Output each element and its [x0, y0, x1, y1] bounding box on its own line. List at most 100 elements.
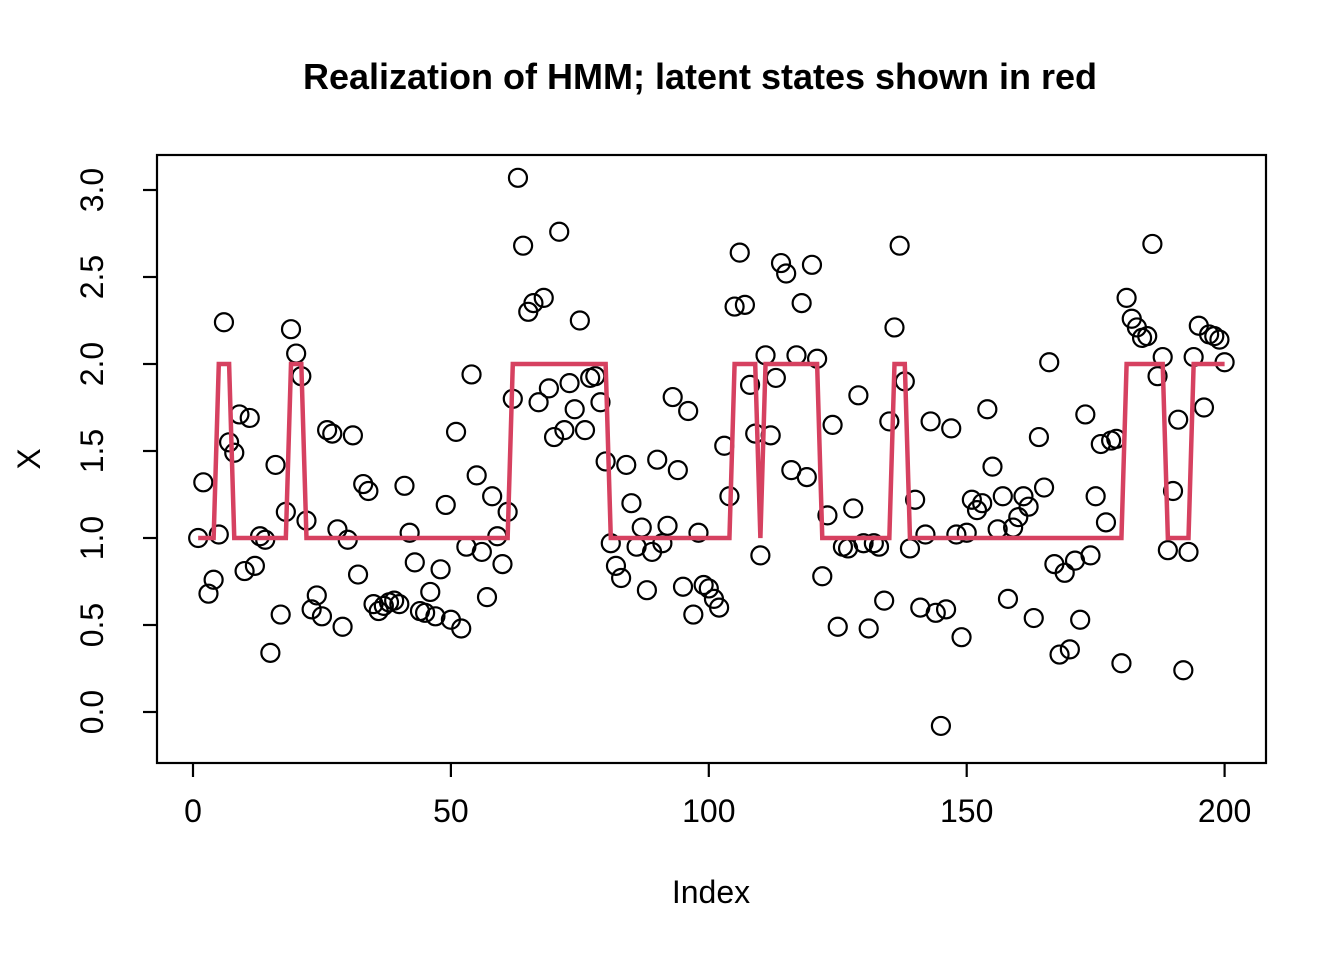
data-point — [229, 404, 250, 425]
data-point — [384, 590, 405, 611]
data-point — [203, 569, 224, 590]
data-point — [843, 498, 864, 519]
x-tick-label: 0 — [184, 793, 202, 829]
data-point — [373, 595, 394, 616]
data-point — [394, 475, 415, 496]
data-point — [1209, 329, 1230, 350]
data-point — [905, 489, 926, 510]
data-point — [213, 312, 235, 333]
data-point — [445, 421, 467, 442]
latent-state-line — [198, 361, 1225, 541]
data-point — [977, 399, 998, 420]
data-point — [1080, 545, 1101, 566]
data-point — [322, 423, 343, 444]
data-point — [1095, 512, 1117, 533]
data-point — [435, 494, 456, 516]
data-point — [301, 599, 322, 620]
data-point — [476, 587, 498, 608]
plot-frame — [155, 153, 1268, 765]
data-point — [992, 486, 1013, 507]
x-tick-label: 100 — [682, 793, 735, 829]
data-point — [1111, 653, 1132, 674]
data-point — [404, 552, 425, 573]
data-point — [935, 599, 957, 620]
data-point — [513, 235, 534, 256]
data-point — [1059, 639, 1080, 660]
data-point — [941, 418, 962, 439]
data-point — [693, 574, 714, 596]
x-tick-label: 200 — [1198, 793, 1251, 829]
data-point — [683, 604, 704, 625]
data-point — [920, 411, 941, 432]
data-point — [347, 564, 369, 585]
data-point — [858, 618, 879, 639]
data-point — [569, 310, 590, 331]
data-point — [1085, 486, 1106, 507]
data-point — [574, 420, 596, 441]
data-point — [451, 618, 472, 639]
data-point — [317, 420, 338, 441]
data-point — [528, 392, 549, 413]
data-point — [961, 489, 982, 510]
data-point — [1013, 486, 1034, 507]
data-point — [688, 522, 709, 543]
data-point — [672, 576, 694, 597]
data-point — [507, 167, 529, 188]
data-point — [662, 386, 683, 408]
data-point — [1070, 609, 1091, 630]
data-point — [765, 367, 786, 389]
data-point — [224, 442, 245, 463]
data-point — [631, 517, 652, 538]
y-tick-label: 3.0 — [74, 168, 110, 212]
chart-title: Realization of HMM; latent states shown … — [303, 56, 1097, 97]
x-tick-label: 150 — [940, 793, 993, 829]
data-point — [899, 538, 921, 559]
data-point — [332, 616, 353, 637]
data-point — [559, 373, 580, 394]
data-point — [822, 414, 843, 435]
data-point — [1028, 426, 1050, 448]
data-point — [801, 254, 823, 275]
data-point — [729, 242, 750, 263]
data-point — [327, 519, 348, 540]
data-point — [461, 364, 482, 385]
data-point — [1033, 477, 1055, 498]
data-point — [863, 533, 884, 554]
data-point — [1193, 397, 1215, 418]
data-point — [1168, 409, 1189, 430]
data-point — [1142, 233, 1163, 255]
data-point — [1054, 562, 1075, 583]
data-point — [265, 454, 286, 476]
data-point — [874, 590, 895, 611]
y-tick-label: 0.0 — [74, 690, 110, 734]
data-point — [698, 578, 719, 599]
data-point — [796, 467, 817, 488]
data-point — [709, 597, 730, 618]
data-point — [1018, 496, 1039, 517]
data-point — [657, 515, 678, 536]
data-point — [270, 604, 291, 625]
data-point — [827, 616, 848, 637]
data-point — [244, 555, 265, 576]
data-point — [208, 524, 229, 545]
data-point — [1162, 480, 1184, 502]
data-point — [951, 627, 972, 648]
y-axis-label: X — [11, 448, 47, 469]
data-point — [342, 425, 363, 446]
data-point — [791, 293, 812, 314]
data-point — [739, 374, 761, 395]
data-point — [1204, 326, 1225, 347]
y-tick-label: 1.0 — [74, 516, 110, 560]
data-point — [636, 580, 658, 601]
data-point — [430, 559, 451, 580]
data-point — [306, 585, 327, 606]
data-point — [193, 472, 214, 493]
data-point — [889, 235, 910, 256]
data-point — [1157, 540, 1178, 561]
data-point — [750, 545, 771, 566]
data-point — [946, 524, 967, 545]
data-point — [755, 345, 776, 366]
data-point — [492, 553, 513, 575]
